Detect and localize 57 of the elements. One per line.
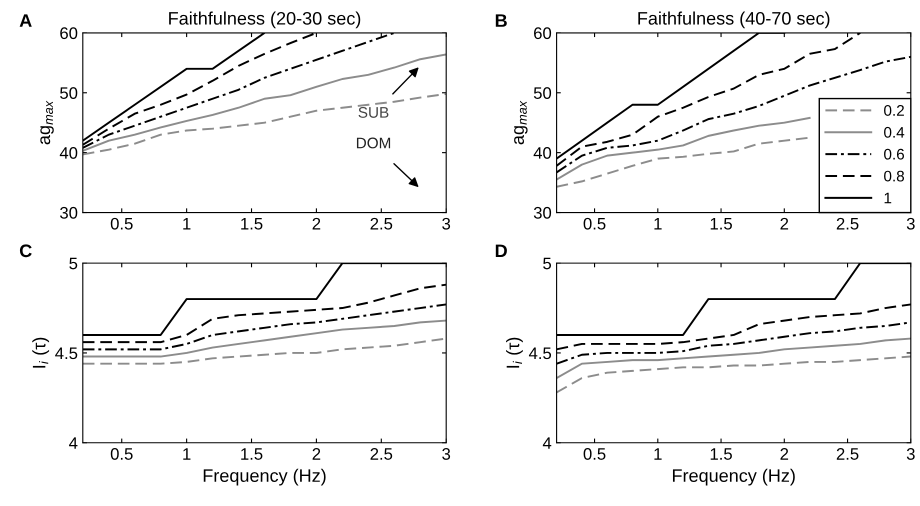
y-tick-label: 4 [69,437,78,449]
y-tick-label: 4.5 [55,348,78,360]
x-tick-label: 1.5 [710,218,732,230]
x-tick-label: 1.5 [241,218,262,230]
x-tick-label: 1 [654,218,662,230]
x-tick-label: 0.5 [110,448,133,460]
x-tick-label: 0.5 [584,448,606,460]
x-axis-title: Frequency (Hz) [672,468,795,486]
x-tick-label: 1 [183,448,190,460]
x-tick-label: 3 [442,218,450,230]
text: D [496,244,507,258]
x-tick-label: 1 [654,448,662,460]
x-tick-label: 2.5 [836,448,858,460]
x-tick-label: 2 [312,218,320,230]
y-tick-label: 4.5 [528,348,552,360]
text: C [20,244,32,258]
y-tick-label: 40 [60,147,78,159]
x-tick-label: 3 [906,218,915,230]
x-tick-label: 0.5 [110,218,133,230]
x-tick-label: 1 [183,218,190,230]
y-tick-label: 30 [60,206,78,219]
annotation: DOM [356,138,390,148]
text: B [496,14,507,27]
text: A [20,14,32,27]
x-tick-label: 3 [442,448,450,460]
x-tick-label: 1.5 [710,448,732,460]
y-axis-title: ag$_{max}$ [40,100,54,144]
y-tick-label: 60 [60,27,78,40]
legend-label: 0.4 [884,126,904,138]
x-tick-label: 0.5 [584,218,606,230]
y-axis-title: ag$_{max}$ [514,100,528,144]
x-tick-label: 2.5 [836,218,858,230]
y-tick-label: 4 [542,437,552,449]
legend-label: 0.2 [884,105,904,116]
x-tick-label: 2 [780,218,788,230]
x-tick-label: 2 [312,448,320,460]
legend-label: 0.6 [884,148,904,160]
x-tick-label: 2.5 [370,218,392,230]
y-tick-label: 60 [534,27,552,40]
y-tick-label: 50 [60,87,78,99]
y-axis-title: I$_{i}$ (τ) [32,338,50,368]
annotation: SUB [358,107,388,118]
y-tick-label: 40 [534,147,552,159]
y-tick-label: 50 [534,87,552,99]
x-tick-label: 2 [780,448,788,460]
x-tick-label: 1.5 [241,448,262,460]
y-tick-label: 5 [543,258,552,270]
x-axis-title: Frequency (Hz) [204,468,326,486]
x-tick-label: 3 [906,448,915,460]
chart-title: Faithfulness (40-70 sec) [638,11,830,28]
y-tick-label: 30 [534,206,552,219]
x-tick-label: 2.5 [370,448,392,460]
legend-label: 1 [884,192,892,204]
y-tick-label: 5 [69,258,78,270]
legend-label: 0.8 [884,170,904,182]
chart-title: Faithfulness (20-30 sec) [169,11,360,28]
y-axis-title: I$_{i}$ (τ) [506,338,523,368]
